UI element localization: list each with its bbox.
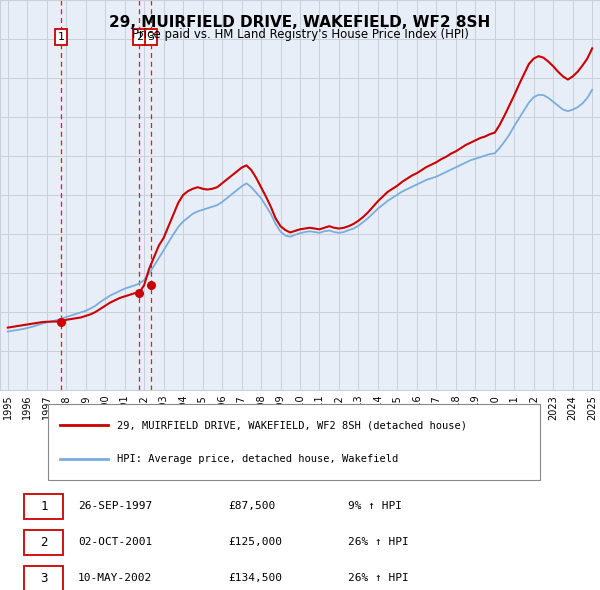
Text: Price paid vs. HM Land Registry's House Price Index (HPI): Price paid vs. HM Land Registry's House … bbox=[131, 28, 469, 41]
Text: 10-MAY-2002: 10-MAY-2002 bbox=[78, 573, 152, 583]
Text: 26% ↑ HPI: 26% ↑ HPI bbox=[348, 573, 409, 583]
FancyBboxPatch shape bbox=[24, 566, 63, 590]
FancyBboxPatch shape bbox=[24, 494, 63, 519]
Text: 26% ↑ HPI: 26% ↑ HPI bbox=[348, 537, 409, 547]
Text: 1: 1 bbox=[40, 500, 47, 513]
Text: 02-OCT-2001: 02-OCT-2001 bbox=[78, 537, 152, 547]
Text: £125,000: £125,000 bbox=[228, 537, 282, 547]
Text: HPI: Average price, detached house, Wakefield: HPI: Average price, detached house, Wake… bbox=[117, 454, 398, 464]
Text: 29, MUIRFIELD DRIVE, WAKEFIELD, WF2 8SH: 29, MUIRFIELD DRIVE, WAKEFIELD, WF2 8SH bbox=[109, 15, 491, 30]
FancyBboxPatch shape bbox=[48, 404, 540, 480]
Text: 29, MUIRFIELD DRIVE, WAKEFIELD, WF2 8SH (detached house): 29, MUIRFIELD DRIVE, WAKEFIELD, WF2 8SH … bbox=[117, 420, 467, 430]
FancyBboxPatch shape bbox=[24, 530, 63, 555]
Text: 3: 3 bbox=[40, 572, 47, 585]
Text: £134,500: £134,500 bbox=[228, 573, 282, 583]
Text: 2: 2 bbox=[40, 536, 47, 549]
Text: 26-SEP-1997: 26-SEP-1997 bbox=[78, 501, 152, 511]
Text: £87,500: £87,500 bbox=[228, 501, 275, 511]
Text: 1: 1 bbox=[58, 32, 65, 42]
Text: 3: 3 bbox=[148, 32, 155, 42]
Text: 9% ↑ HPI: 9% ↑ HPI bbox=[348, 501, 402, 511]
Text: 2: 2 bbox=[136, 32, 143, 42]
